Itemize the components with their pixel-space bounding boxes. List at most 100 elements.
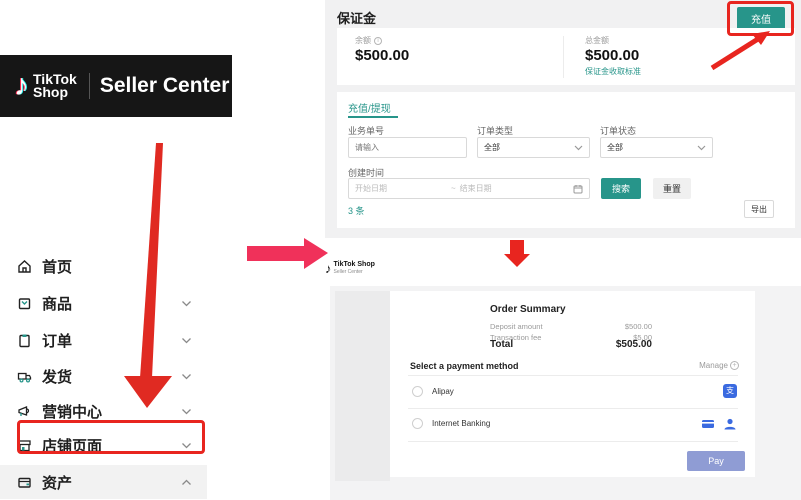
order-status-label: 订单状态 xyxy=(600,126,637,136)
manage-payment-link[interactable]: Manage + xyxy=(699,361,739,370)
order-type-label: 订单类型 xyxy=(477,126,514,136)
order-summary-rows: Deposit amount $500.00 Transaction fee $… xyxy=(490,321,652,343)
row-label: Deposit amount xyxy=(490,322,543,331)
down-arrow-head xyxy=(504,254,530,267)
internet-banking-radio[interactable] xyxy=(412,418,423,429)
sidebar-item-label: 首页 xyxy=(42,258,73,276)
order-no-input[interactable] xyxy=(348,137,467,158)
date-separator: ~ xyxy=(451,184,456,193)
total-label: 总金额 xyxy=(585,36,609,45)
summary-row-deposit: Deposit amount $500.00 xyxy=(490,321,652,332)
down-arrow-shaft xyxy=(510,240,524,254)
chevron-down-icon xyxy=(182,408,191,414)
sidebar-item-label: 订单 xyxy=(42,332,73,350)
order-type-value: 全部 xyxy=(484,143,500,152)
deposit-summary-cards: 余额 i $500.00 总金额 $500.00 保证金收取标准 xyxy=(337,28,795,85)
calendar-icon[interactable] xyxy=(573,184,583,194)
sidebar-menu: 首页 商品 订单 发货 营销中心 店铺页面 资产 xyxy=(0,117,207,499)
sidebar-item-assets[interactable]: 资产 xyxy=(16,471,192,493)
deposit-page-title: 保证金 xyxy=(337,11,377,26)
alipay-label: Alipay xyxy=(432,387,454,396)
order-summary-title: Order Summary xyxy=(490,304,566,315)
select-payment-method-title: Select a payment method xyxy=(410,361,519,371)
balance-label: 余额 xyxy=(355,36,371,45)
chevron-down-icon xyxy=(697,145,706,150)
internet-banking-label: Internet Banking xyxy=(432,419,491,428)
chevron-down-icon xyxy=(182,442,191,448)
summary-total-row: Total $505.00 xyxy=(490,339,652,350)
sidebar-item-shipping[interactable]: 发货 xyxy=(16,365,192,387)
app-header: ♪ TikTok Shop Seller Center xyxy=(0,55,232,117)
row-value: $500.00 xyxy=(624,322,652,331)
recharge-withdraw-section: 充值/提现 业务单号 订单类型 全部 订单状态 全部 创建时间 开始日期 ~ 结… xyxy=(337,92,795,228)
chevron-up-icon xyxy=(182,479,191,485)
mini-wordmark: TikTok Shop xyxy=(333,261,375,268)
mini-seller-center-logo: ♪ TikTok Shop Seller Center xyxy=(325,261,375,275)
product-icon xyxy=(18,297,31,309)
deposit-panel: 保证金 充值 余额 i $500.00 总金额 $500.00 保证金收取标准 … xyxy=(325,0,801,238)
summary-row-fee: Transaction fee $5.00 xyxy=(490,332,652,343)
total-value: $500.00 xyxy=(585,47,640,64)
bank-card-icon xyxy=(702,420,714,428)
seller-center-title: Seller Center xyxy=(99,74,230,97)
order-status-select[interactable]: 全部 xyxy=(600,137,713,158)
info-icon[interactable]: i xyxy=(374,36,382,45)
result-count: 3 条 xyxy=(348,206,365,216)
sidebar-item-orders[interactable]: 订单 xyxy=(16,329,192,351)
divider xyxy=(408,375,738,376)
alipay-radio[interactable] xyxy=(412,386,423,397)
order-status-value: 全部 xyxy=(607,143,623,152)
tab-recharge-withdraw[interactable]: 充值/提现 xyxy=(348,104,391,115)
wordmark-tiktok: TikTok xyxy=(33,71,77,87)
sidebar-item-marketing[interactable]: 营销中心 xyxy=(16,400,192,422)
mini-seller-center-label: Seller Center xyxy=(333,269,363,275)
total-label: Total xyxy=(490,339,514,350)
order-type-select[interactable]: 全部 xyxy=(477,137,590,158)
horizontal-arrow-shaft xyxy=(247,246,304,261)
order-no-label: 业务单号 xyxy=(348,126,385,136)
deposit-standard-link[interactable]: 保证金收取标准 xyxy=(585,67,641,76)
marketing-icon xyxy=(18,405,30,416)
manage-gear-icon: + xyxy=(730,361,739,370)
chevron-down-icon xyxy=(574,145,583,150)
home-icon xyxy=(18,259,31,273)
chevron-down-icon xyxy=(182,300,191,306)
assets-icon xyxy=(18,477,31,488)
storefront-icon xyxy=(18,439,31,451)
logo-divider xyxy=(88,73,90,99)
wordmark-shop: Shop xyxy=(33,84,68,100)
chevron-down-icon xyxy=(182,337,191,343)
search-button[interactable]: 搜索 xyxy=(601,178,641,199)
export-button[interactable]: 导出 xyxy=(744,200,774,218)
date-range-input[interactable]: 开始日期 ~ 结束日期 xyxy=(348,178,590,199)
balance-value: $500.00 xyxy=(355,47,410,64)
person-icon xyxy=(724,418,736,430)
manage-label: Manage xyxy=(699,361,728,370)
tiktok-shop-wordmark: TikTok Shop xyxy=(33,71,77,100)
tiktok-logo-icon: ♪ xyxy=(325,260,332,276)
date-start-placeholder: 开始日期 xyxy=(355,184,387,193)
sidebar-item-label: 店铺页面 xyxy=(42,437,103,455)
sidebar-item-products[interactable]: 商品 xyxy=(16,292,192,314)
assets-row-highlight xyxy=(0,465,207,499)
create-time-label: 创建时间 xyxy=(348,168,385,178)
pay-button[interactable]: Pay xyxy=(687,451,745,471)
payment-card: Order Summary Deposit amount $500.00 Tra… xyxy=(390,291,755,477)
payment-left-strip xyxy=(335,291,390,481)
sidebar-item-storefront[interactable]: 店铺页面 xyxy=(16,434,192,456)
divider xyxy=(408,441,738,442)
alipay-icon: 支 xyxy=(723,384,737,398)
sidebar-item-home[interactable]: 首页 xyxy=(16,255,192,277)
card-divider xyxy=(563,36,564,78)
tiktok-logo-icon: ♪ xyxy=(14,69,29,102)
balance-label-row: 余额 i xyxy=(355,35,382,46)
sidebar-item-label: 商品 xyxy=(42,295,73,313)
sidebar-item-label: 资产 xyxy=(42,474,73,492)
row-value: $5.00 xyxy=(633,333,652,342)
reset-button[interactable]: 重置 xyxy=(653,178,691,199)
divider xyxy=(408,408,738,409)
recharge-button[interactable]: 充值 xyxy=(737,7,785,30)
shipping-icon xyxy=(17,372,32,383)
sidebar-item-label: 营销中心 xyxy=(42,403,103,421)
